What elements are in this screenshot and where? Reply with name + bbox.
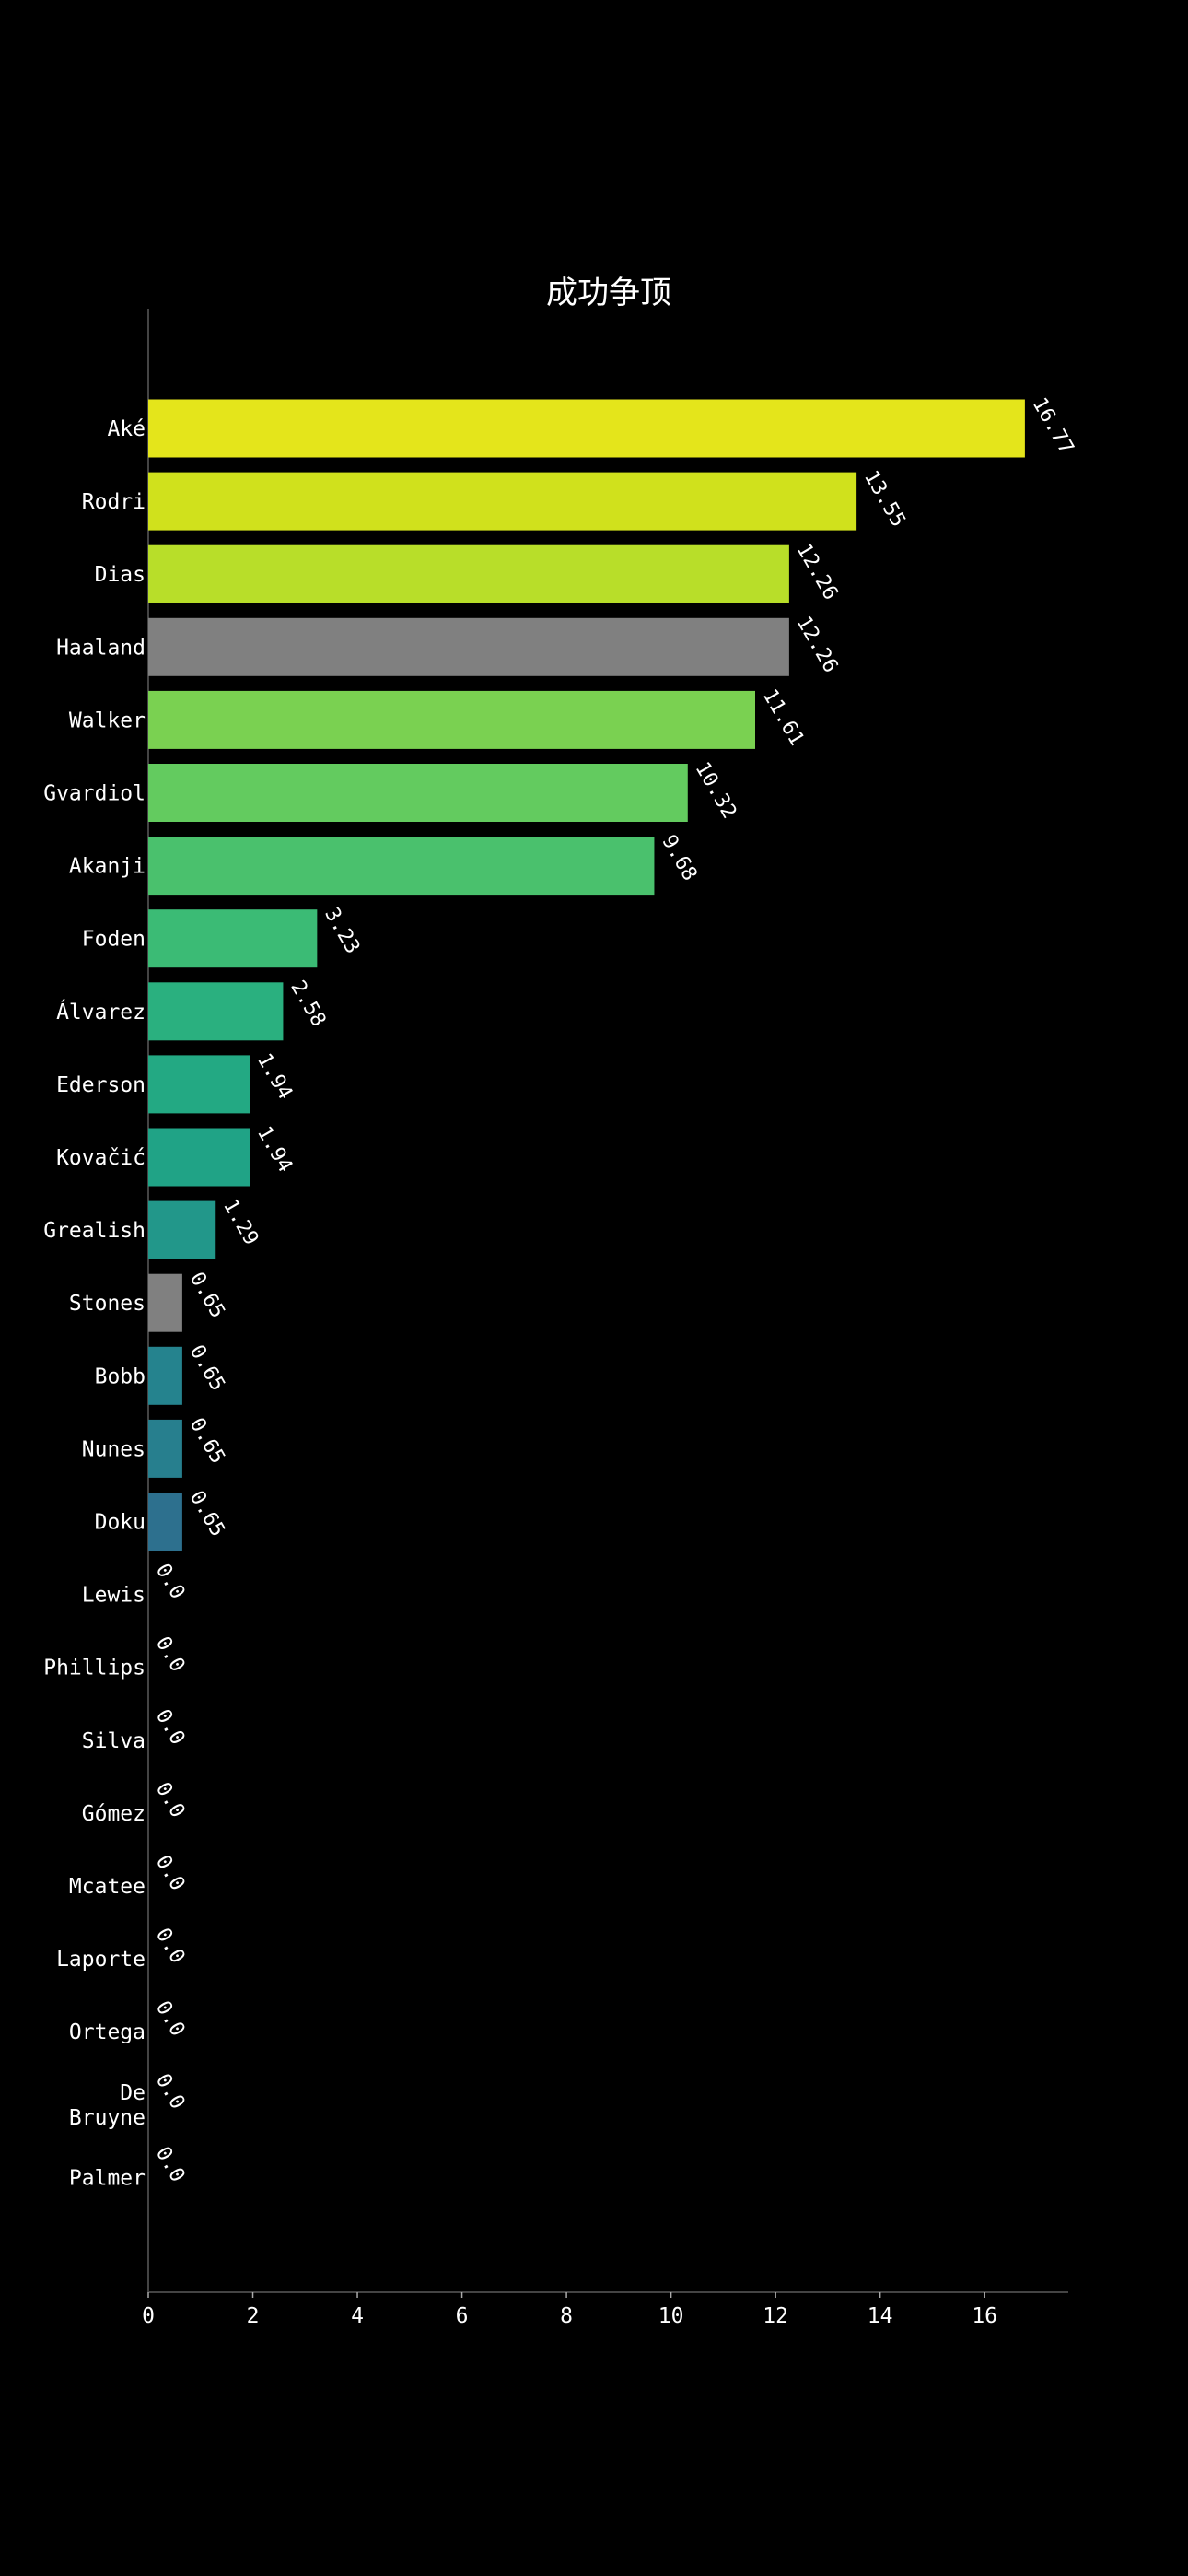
bar: [148, 764, 688, 822]
category-label: Akanji: [69, 855, 146, 879]
bar: [148, 544, 789, 603]
bar: [148, 1055, 250, 1114]
x-tick-label: 4: [351, 2304, 364, 2328]
category-label: Phillips: [43, 1657, 146, 1680]
category-label: Doku: [95, 1511, 146, 1535]
category-label: Ederson: [56, 1073, 146, 1097]
value-label: 12.26: [792, 540, 843, 604]
x-tick-label: 14: [868, 2304, 893, 2328]
category-label: Kovačić: [56, 1146, 146, 1170]
value-label: 11.61: [758, 685, 809, 750]
value-label: 0.0: [151, 2143, 190, 2186]
category-label: Gvardiol: [43, 782, 146, 806]
bar: [148, 1346, 182, 1405]
chart-title: 成功争顶: [546, 275, 671, 311]
category-label: Mcatee: [69, 1875, 146, 1899]
category-label: Foden: [82, 928, 146, 952]
category-label: Palmer: [69, 2166, 146, 2190]
category-label: Gómez: [82, 1802, 146, 1826]
category-label: Walker: [69, 708, 146, 732]
value-label: 1.94: [252, 1123, 297, 1177]
x-tick-label: 16: [972, 2304, 997, 2328]
bar: [148, 1273, 182, 1332]
category-label: De Bruyne: [69, 2081, 146, 2130]
bar: [148, 982, 284, 1041]
x-tick-label: 2: [247, 2304, 260, 2328]
x-tick-label: 6: [456, 2304, 469, 2328]
bar: [148, 1493, 182, 1551]
category-label: Stones: [69, 1292, 146, 1316]
category-label: Álvarez: [56, 999, 146, 1025]
value-label: 12.26: [792, 613, 843, 677]
value-label: 0.0: [151, 1705, 190, 1749]
bar: [148, 472, 857, 531]
value-label: 0.0: [151, 1852, 190, 1895]
category-label: Grealish: [43, 1219, 146, 1243]
x-tick-label: 8: [560, 2304, 573, 2328]
category-label: Silva: [82, 1729, 146, 1753]
value-label: 9.68: [657, 831, 701, 884]
value-label: 0.65: [185, 1341, 229, 1395]
category-label: Dias: [95, 563, 146, 587]
value-label: 0.0: [151, 1997, 190, 2041]
category-label: Lewis: [82, 1584, 146, 1608]
x-tick-label: 0: [142, 2304, 155, 2328]
value-label: 0.65: [185, 1269, 229, 1322]
category-label: Ortega: [69, 2020, 146, 2044]
category-label: Haaland: [56, 636, 146, 660]
value-label: 0.65: [185, 1487, 229, 1540]
bar: [148, 690, 755, 749]
bar: [148, 909, 318, 968]
value-label: 2.58: [285, 977, 330, 1030]
value-label: 0.0: [151, 1633, 190, 1676]
value-label: 3.23: [320, 904, 364, 957]
category-label: Bobb: [95, 1364, 146, 1388]
x-tick-label: 10: [658, 2304, 684, 2328]
bar: [148, 1200, 216, 1259]
value-label: 0.0: [151, 1925, 190, 1968]
value-label: 0.0: [151, 1560, 190, 1603]
value-label: 16.77: [1028, 394, 1078, 459]
bar: [148, 399, 1025, 458]
category-label: Aké: [107, 417, 146, 441]
bar: [148, 1419, 182, 1478]
value-label: 10.32: [691, 758, 741, 823]
value-label: 0.65: [185, 1414, 229, 1468]
bar: [148, 617, 789, 676]
value-label: 13.55: [859, 467, 910, 532]
bar: [148, 837, 655, 896]
bar: [148, 1128, 250, 1187]
category-label: Nunes: [82, 1437, 146, 1461]
category-label: Laporte: [56, 1948, 146, 1972]
x-tick-label: 12: [763, 2304, 788, 2328]
value-label: 1.94: [252, 1049, 297, 1103]
category-label: Rodri: [82, 490, 146, 514]
value-label: 0.0: [151, 2070, 190, 2113]
value-label: 1.29: [218, 1196, 262, 1249]
value-label: 0.0: [151, 1778, 190, 1821]
